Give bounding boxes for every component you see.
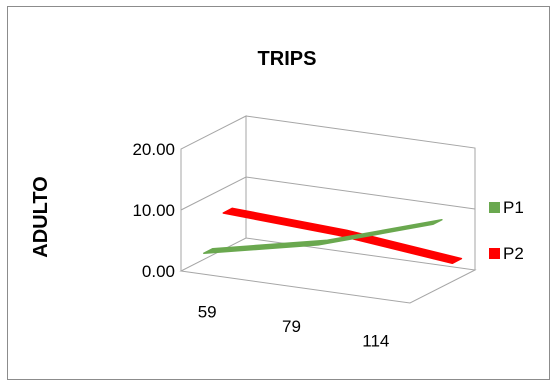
y-axis-ticks: 0.00 10.00 20.00: [132, 140, 175, 281]
series-ribbon-P1: [203, 218, 443, 255]
gridline: [180, 176, 476, 211]
chart-svg: 0.00 10.00 20.00 59 79 114 TRIPS ADULTO P1 P2: [30, 48, 524, 351]
series-ribbon-P2: [222, 207, 463, 265]
chart-title: TRIPS: [258, 48, 317, 70]
series-layer: [203, 207, 463, 265]
x-axis-ticks: 59 79 114: [198, 302, 390, 350]
legend-swatch: [489, 248, 500, 259]
back-wall: [245, 115, 476, 270]
legend-swatch: [489, 202, 500, 213]
x-tick-label: 79: [282, 317, 301, 336]
y-tick-label: 20.00: [132, 140, 175, 159]
legend-label: P1: [503, 198, 524, 217]
y-axis-label: ADULTO: [30, 176, 52, 257]
x-tick-label: 59: [198, 302, 217, 321]
chart-frame: 0.00 10.00 20.00 59 79 114 TRIPS ADULTO P1 P2: [7, 6, 550, 380]
chart-walls: [179, 115, 477, 304]
x-tick-label: 114: [362, 332, 389, 351]
legend-label: P2: [503, 244, 524, 263]
legend: P1 P2: [489, 198, 524, 263]
y-tick-label: 0.00: [142, 262, 175, 281]
gridlines: [180, 176, 476, 211]
y-tick-label: 10.00: [132, 201, 175, 220]
